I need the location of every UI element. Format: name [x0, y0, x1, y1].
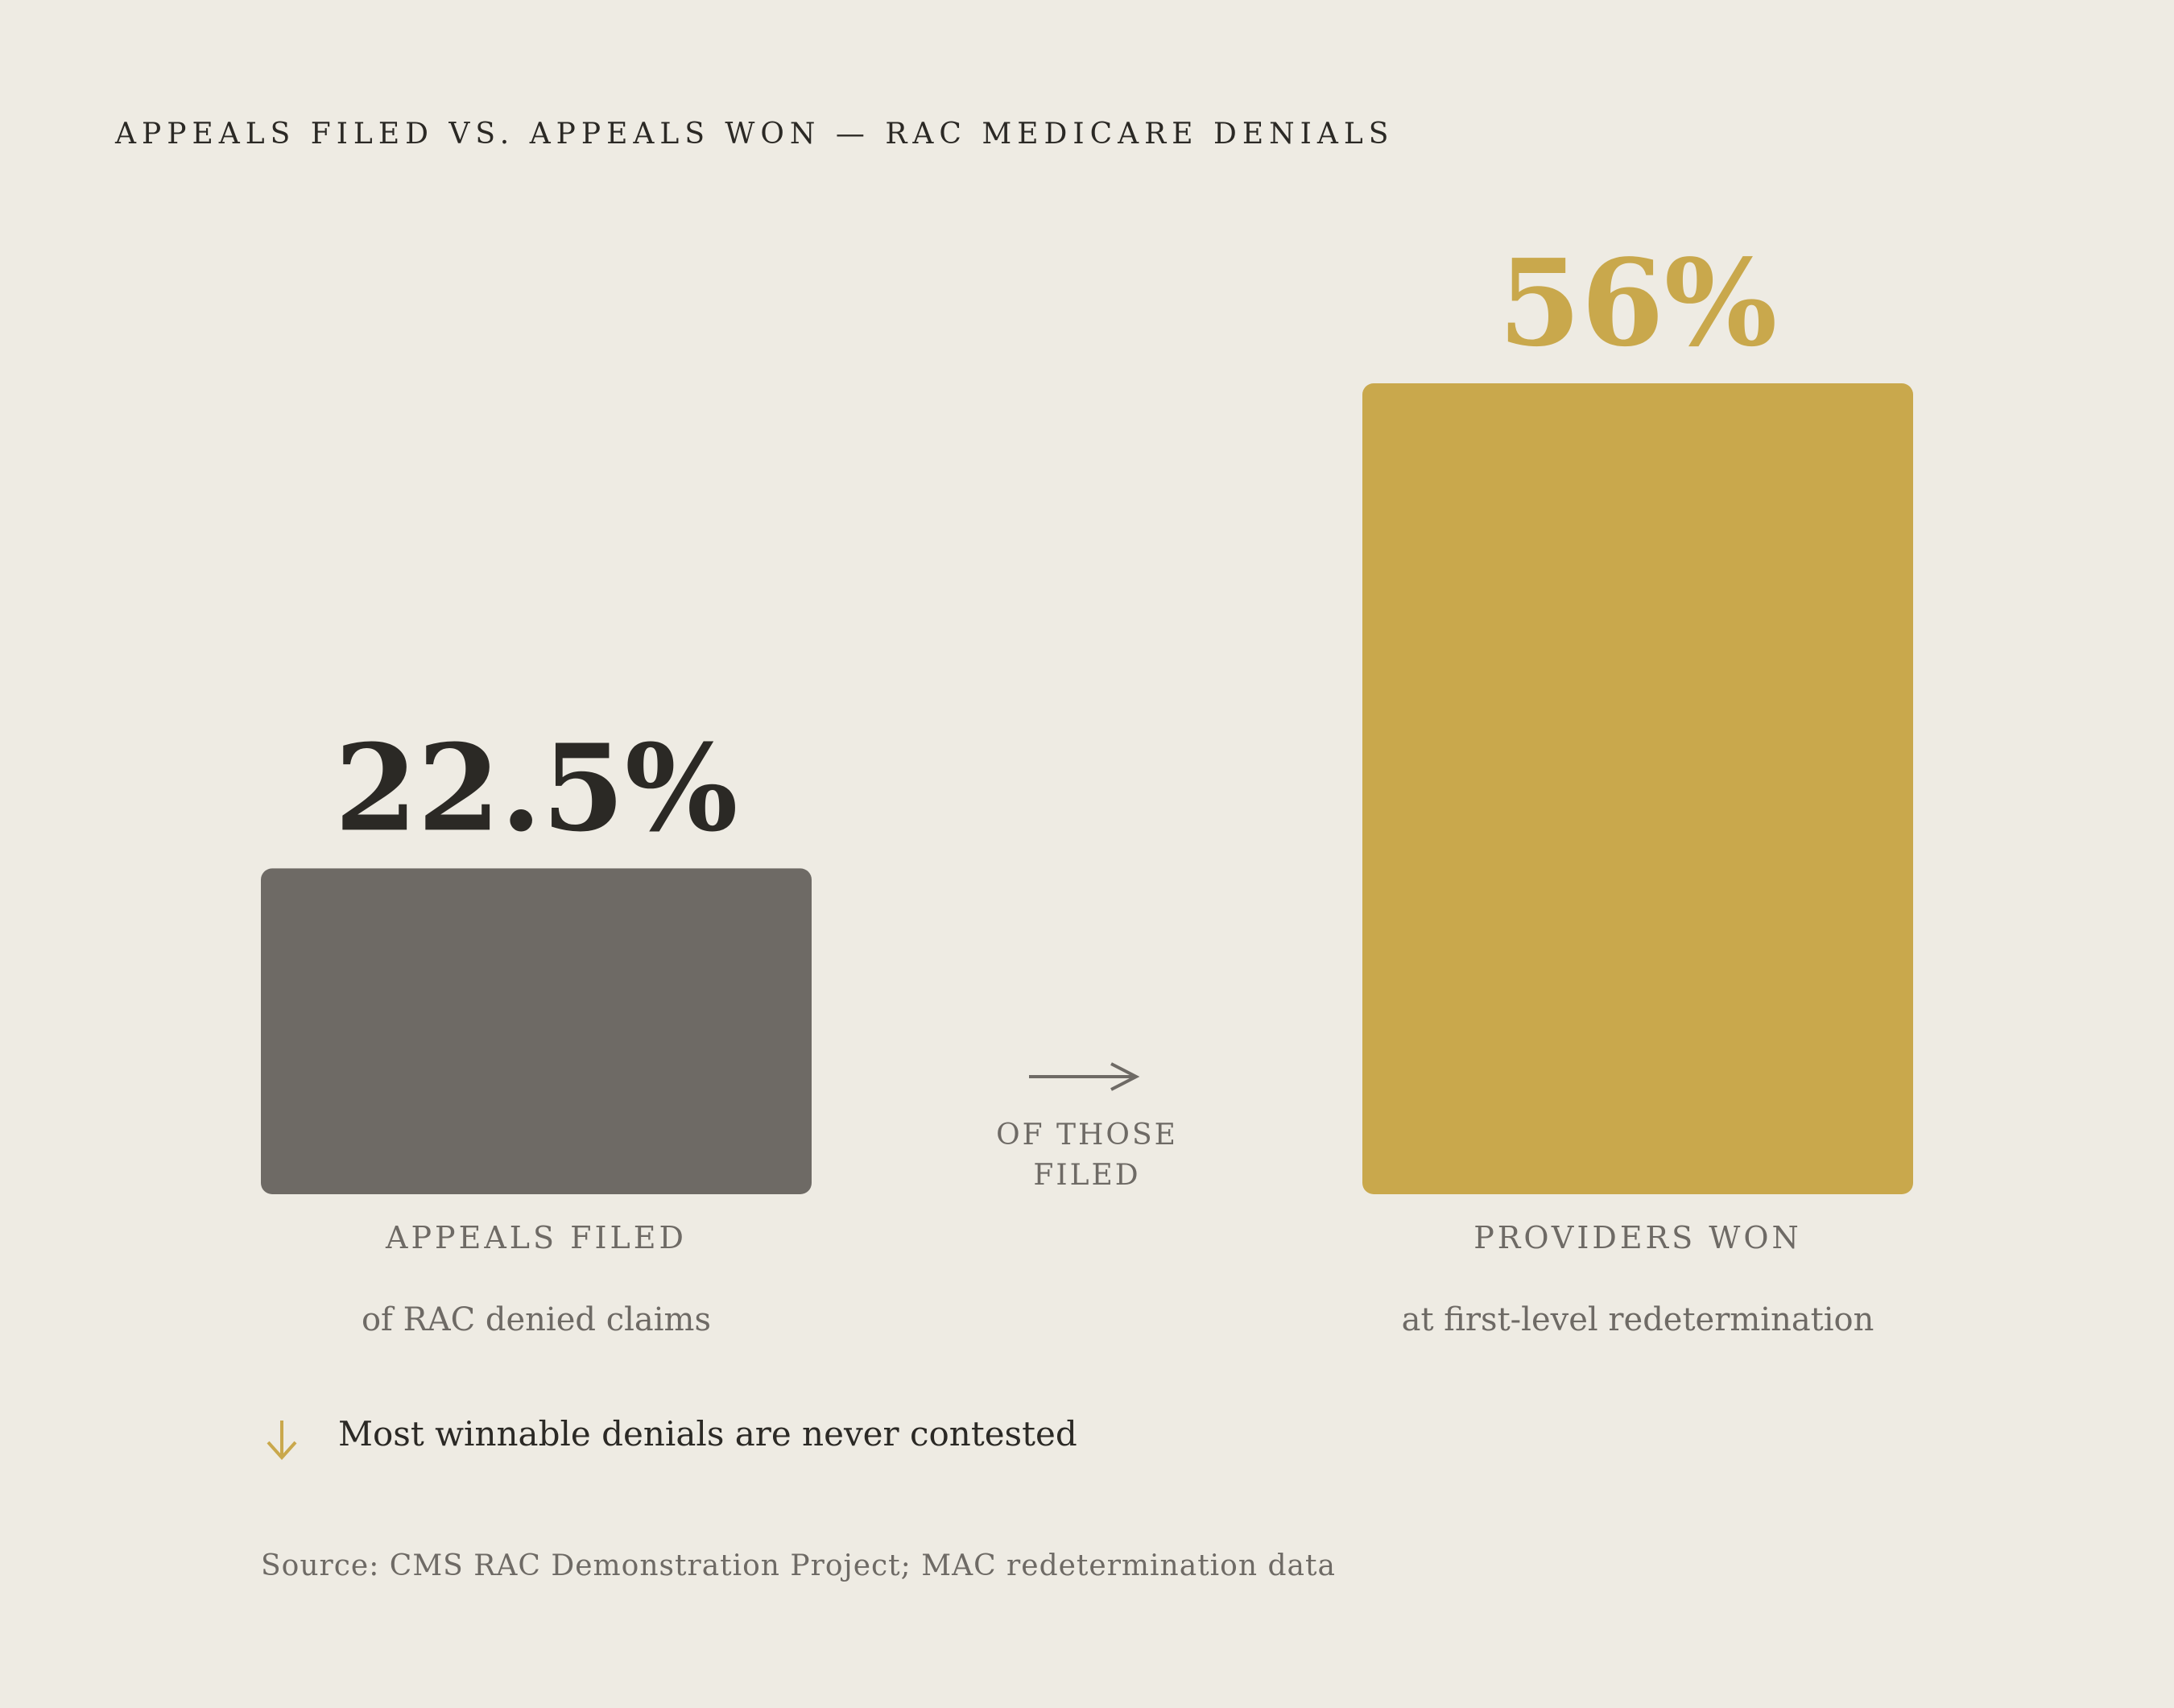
takeaway-text: Most winnable denials are never conteste… — [338, 1414, 1077, 1454]
connector-label: OF THOSE FILED — [996, 1119, 1178, 1192]
bar-appeals-filed — [261, 868, 812, 1194]
source-note: Source: CMS RAC Demonstration Project; M… — [261, 1549, 1336, 1582]
connector-arrow-icon — [1029, 1062, 1140, 1091]
bar-value-label-appeals-filed: 22.5% — [334, 718, 738, 858]
arrow-down-icon — [267, 1421, 297, 1460]
bar-providers-won — [1362, 383, 1913, 1194]
bar-category-label-providers-won: PROVIDERS WON — [1473, 1220, 1802, 1255]
bar-sublabel-appeals-filed: of RAC denied claims — [361, 1301, 712, 1338]
bar-sublabel-providers-won: at first-level redetermination — [1401, 1301, 1874, 1338]
bar-value-label-providers-won: 56% — [1498, 233, 1778, 373]
bar-category-label-appeals-filed: APPEALS FILED — [386, 1220, 687, 1255]
bars-layer: 22.5% 56% — [261, 233, 1913, 1194]
chart-title: APPEALS FILED VS. APPEALS WON — RAC MEDI… — [115, 118, 1395, 151]
